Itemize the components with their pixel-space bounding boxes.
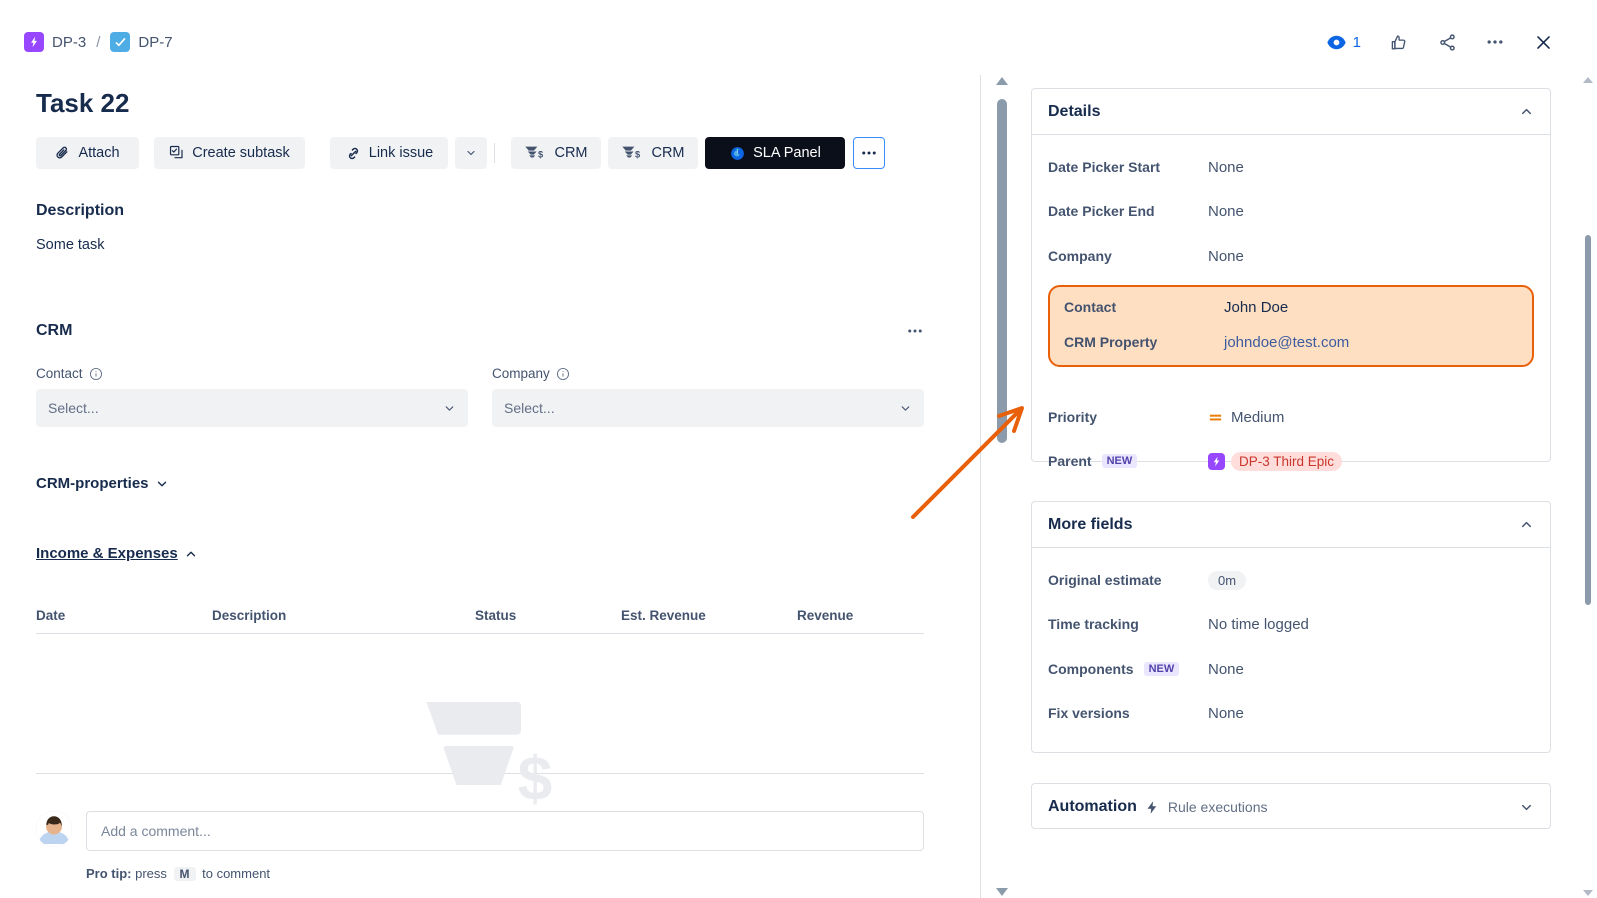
svg-text:$: $: [636, 149, 642, 159]
svg-text:$: $: [539, 149, 545, 159]
